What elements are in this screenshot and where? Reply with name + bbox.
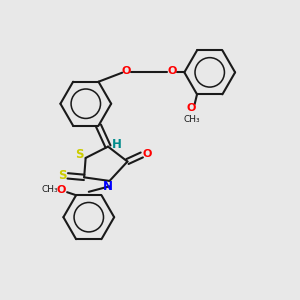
- Text: CH₃: CH₃: [183, 115, 200, 124]
- Text: O: O: [167, 66, 176, 76]
- Text: N: N: [103, 180, 113, 193]
- Text: H: H: [112, 138, 121, 151]
- Text: S: S: [75, 148, 83, 161]
- Text: O: O: [142, 149, 152, 159]
- Text: O: O: [122, 66, 131, 76]
- Text: O: O: [186, 103, 196, 113]
- Text: S: S: [58, 169, 67, 182]
- Text: O: O: [56, 185, 66, 195]
- Text: CH₃: CH₃: [41, 185, 58, 194]
